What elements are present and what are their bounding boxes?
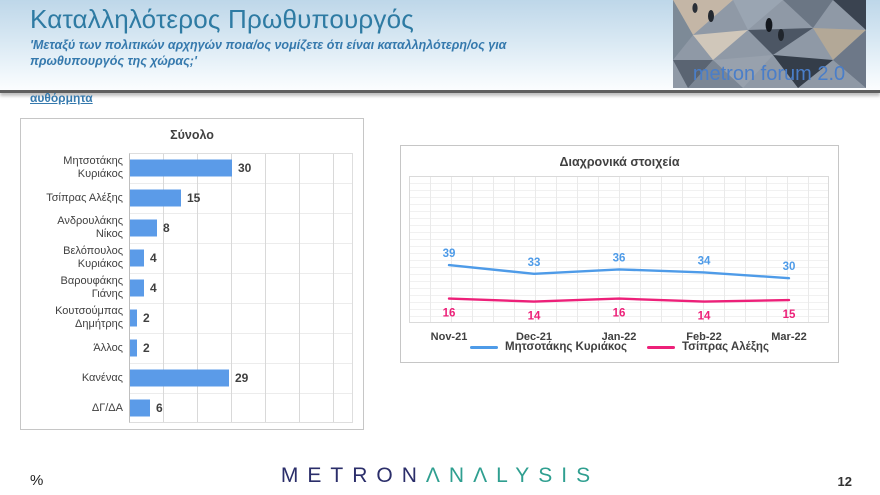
- x-axis-label: Jan-22: [602, 331, 637, 343]
- bar: [130, 399, 150, 417]
- person-figure: [778, 29, 784, 41]
- page-number: 12: [837, 474, 852, 489]
- metron-forum-photo: metron forum 2.0: [673, 0, 866, 88]
- question-subtitle: 'Μεταξύ των πολιτικών αρχηγών ποια/ος νο…: [30, 37, 506, 70]
- slide-header: Καταλληλότερος Πρωθυπουργός 'Μεταξύ των …: [0, 0, 880, 105]
- data-point-label: 16: [613, 308, 626, 320]
- line-chart-card: Διαχρονικά στοιχεία 39 33 36 34 30 16 14 16 14 15…: [400, 145, 839, 363]
- spontaneous-note: αυθόρμητα: [30, 90, 93, 105]
- bar-value-label: 4: [150, 281, 157, 295]
- bar-track: 30: [129, 153, 355, 183]
- bar: [130, 189, 181, 207]
- percent-unit-label: %: [30, 472, 44, 489]
- bar-track: 29: [129, 363, 355, 393]
- person-figure: [708, 10, 714, 22]
- legend-item: Μητσοτάκης Κυριάκος: [470, 341, 627, 353]
- person-figure: [765, 18, 773, 32]
- x-axis-label: Mar-22: [771, 331, 806, 343]
- bar-value-label: 6: [156, 401, 163, 415]
- data-point-label: 33: [528, 257, 541, 269]
- bar-category-label: Βελόπουλος Κυριάκος: [63, 245, 123, 270]
- bar-category-label: Κανένας: [81, 371, 123, 384]
- line-chart-legend: Μητσοτάκης Κυριάκος Τσίπρας Αλέξης: [401, 341, 838, 353]
- data-point-label: 39: [443, 248, 456, 260]
- bar-track: 15: [129, 183, 355, 213]
- bar-category-label: ΔΓ/ΔΑ: [91, 401, 123, 414]
- bar: [130, 249, 144, 267]
- bar: [130, 279, 144, 297]
- bar-row: Κουτσούμπας Δημήτρης 2: [29, 303, 355, 333]
- legend-item: Τσίπρας Αλέξης: [646, 341, 769, 353]
- bar-category-label: Μητσοτάκης Κυριάκος: [63, 155, 123, 180]
- header-text-block: Καταλληλότερος Πρωθυπουργός 'Μεταξύ των …: [30, 4, 506, 107]
- x-axis-label: Dec-21: [516, 331, 552, 343]
- bar: [130, 309, 137, 327]
- x-axis-label: Feb-22: [686, 331, 721, 343]
- bar-value-label: 15: [187, 191, 201, 205]
- bar-chart-plot: Μητσοτάκης Κυριάκος 30 Τσίπρας Αλέξης 15…: [29, 153, 355, 423]
- bar-category-label: Ανδρουλάκης Νίκος: [57, 215, 123, 240]
- metron-analysis-logo: METRONΛNΛLYSIS: [0, 464, 880, 488]
- person-figure: [692, 3, 698, 13]
- data-point-label: 34: [698, 255, 711, 267]
- bar-value-label: 2: [143, 311, 150, 325]
- data-point-label: 30: [783, 261, 796, 273]
- bar-chart-card: Σύνολο Μητσοτάκης Κυριάκος 30 Τσίπρας Αλ…: [20, 118, 364, 430]
- legend-line-swatch: [646, 345, 675, 349]
- x-axis-label: Nov-21: [431, 331, 468, 343]
- question-subtitle-line1: 'Μεταξύ των πολιτικών αρχηγών ποια/ος νο…: [30, 38, 507, 52]
- legend-label: Τσίπρας Αλέξης: [681, 341, 769, 353]
- bar: [130, 369, 229, 387]
- bar-track: 6: [129, 393, 355, 423]
- brand-analysis: ΛNΛLYSIS: [425, 464, 600, 487]
- bar-row: Άλλος 2: [29, 333, 355, 363]
- legend-label: Μητσοτάκης Κυριάκος: [505, 341, 627, 353]
- brand-metron: METRON: [280, 464, 426, 487]
- data-point-label: 36: [613, 252, 626, 264]
- bar-category-label: Κουτσούμπας Δημήτρης: [55, 305, 123, 330]
- bar-track: 2: [129, 303, 355, 333]
- bar-chart-title: Σύνολο: [170, 128, 214, 142]
- bar-track: 4: [129, 273, 355, 303]
- bar-row: Μητσοτάκης Κυριάκος 30: [29, 153, 355, 183]
- bar-row: Τσίπρας Αλέξης 15: [29, 183, 355, 213]
- line-chart-title: Διαχρονικά στοιχεία: [559, 155, 680, 169]
- bar-track: 4: [129, 243, 355, 273]
- line-chart-svg: 39 33 36 34 30 16 14 16 14 15 Nov-21 Dec-21 Jan-22 Fe…: [431, 248, 807, 343]
- bar-value-label: 8: [163, 221, 170, 235]
- bar-value-label: 2: [143, 341, 150, 355]
- data-point-label: 15: [783, 309, 796, 321]
- series-line-1: [447, 297, 791, 303]
- bar-row: Βαρουφάκης Γιάνης 4: [29, 273, 355, 303]
- bar-row: Κανένας 29: [29, 363, 355, 393]
- series-line-0: [447, 263, 791, 280]
- data-point-label: 14: [698, 311, 711, 323]
- bar-value-label: 4: [150, 251, 157, 265]
- bar-category-label: Άλλος: [93, 341, 123, 354]
- bar-row: Βελόπουλος Κυριάκος 4: [29, 243, 355, 273]
- bar-rows: Μητσοτάκης Κυριάκος 30 Τσίπρας Αλέξης 15…: [29, 153, 355, 423]
- bar-category-label: Βαρουφάκης Γιάνης: [60, 275, 124, 300]
- page-title: Καταλληλότερος Πρωθυπουργός: [30, 4, 414, 34]
- bar-row: ΔΓ/ΔΑ 6: [29, 393, 355, 423]
- bar: [130, 339, 137, 357]
- data-point-label: 14: [528, 311, 541, 323]
- line-chart-plot: 39 33 36 34 30 16 14 16 14 15 Nov-21 Dec-21 Jan-22 Fe…: [409, 176, 829, 346]
- question-subtitle-line2: πρωθυπουργός της χώρας;': [30, 54, 197, 69]
- data-point-label: 16: [443, 308, 456, 320]
- metron-forum-logo-text: metron forum 2.0: [693, 63, 845, 85]
- bar-row: Ανδρουλάκης Νίκος 8: [29, 213, 355, 243]
- bar-value-label: 30: [238, 161, 252, 175]
- bar: [130, 159, 232, 177]
- bar: [130, 219, 157, 237]
- bar-track: 2: [129, 333, 355, 363]
- bar-track: 8: [129, 213, 355, 243]
- legend-line-swatch: [470, 345, 499, 349]
- bar-category-label: Τσίπρας Αλέξης: [46, 191, 123, 204]
- bar-value-label: 29: [235, 371, 249, 385]
